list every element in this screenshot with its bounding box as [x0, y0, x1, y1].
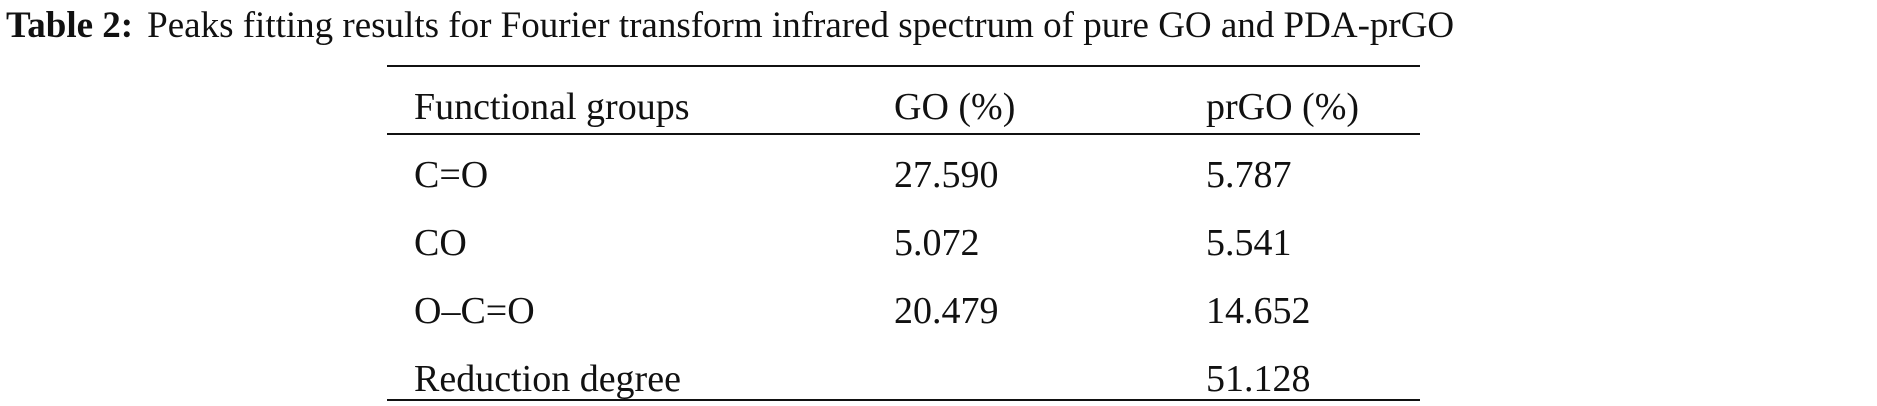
table-cell: 5.072 — [894, 222, 980, 264]
table-cell: O–C=O — [414, 290, 535, 332]
table-cell: 14.652 — [1206, 290, 1311, 332]
caption-label: Table 2: — [6, 5, 134, 46]
caption: Table 2: Peaks fitting results for Fourie… — [6, 4, 1454, 47]
header-cell: Functional groups — [414, 86, 690, 128]
table-cell: C=O — [414, 154, 489, 196]
header-cell: prGO (%) — [1206, 86, 1360, 128]
top-rule — [387, 65, 1420, 67]
bottom-rule — [387, 399, 1420, 401]
table-cell: CO — [414, 222, 467, 264]
table-cell: Reduction degree — [414, 358, 681, 400]
table-cell: 20.479 — [894, 290, 999, 332]
table-cell: 5.787 — [1206, 154, 1292, 196]
table-cell: 27.590 — [894, 154, 999, 196]
caption-text: Peaks fitting results for Fourier transf… — [147, 5, 1455, 46]
table-cell: 5.541 — [1206, 222, 1292, 264]
table-cell: 51.128 — [1206, 358, 1311, 400]
header-rule — [387, 133, 1420, 135]
header-cell: GO (%) — [894, 86, 1016, 128]
